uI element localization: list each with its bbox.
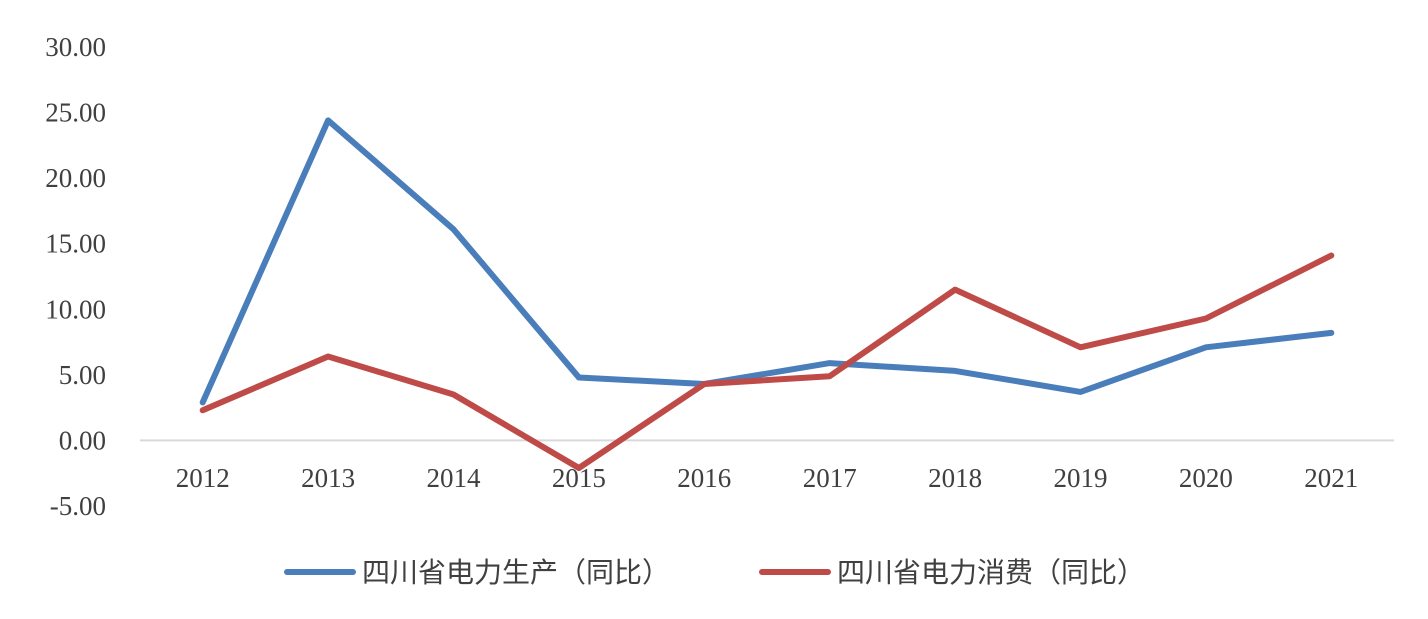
legend-label-1: 四川省电力生产（同比） (362, 557, 670, 589)
x-tick-label: 2019 (1054, 463, 1108, 493)
y-axis-tick-labels: 30.00 25.00 20.00 15.00 10.00 5.00 0.00 -5.00 (45, 32, 106, 521)
series-lines (199, 117, 1335, 471)
y-tick-label: 20.00 (45, 163, 106, 193)
x-tick-label: 2017 (803, 463, 857, 493)
series-line-1 (199, 117, 1335, 406)
x-tick-label: 2020 (1179, 463, 1233, 493)
x-tick-label: 2014 (427, 463, 482, 493)
legend-label-2: 四川省电力消费（同比） (837, 557, 1145, 589)
legend: 四川省电力生产（同比） 四川省电力消费（同比） (284, 557, 1145, 589)
x-tick-label: 2021 (1304, 463, 1358, 493)
y-tick-label: 30.00 (45, 32, 106, 62)
x-axis-tick-labels: 2012 2013 2014 2015 2016 2017 2018 2019 2020 2021 (176, 463, 1359, 493)
y-tick-label: -5.00 (50, 491, 106, 521)
y-tick-label: 0.00 (59, 425, 106, 455)
x-tick-label: 2016 (677, 463, 731, 493)
y-tick-label: 5.00 (59, 360, 106, 390)
x-tick-label: 2013 (301, 463, 355, 493)
y-tick-label: 25.00 (45, 98, 106, 128)
x-tick-label: 2018 (928, 463, 982, 493)
y-tick-label: 10.00 (45, 294, 106, 324)
y-tick-label: 15.00 (45, 229, 106, 259)
series-line-2 (199, 252, 1335, 471)
x-tick-label: 2012 (176, 463, 230, 493)
